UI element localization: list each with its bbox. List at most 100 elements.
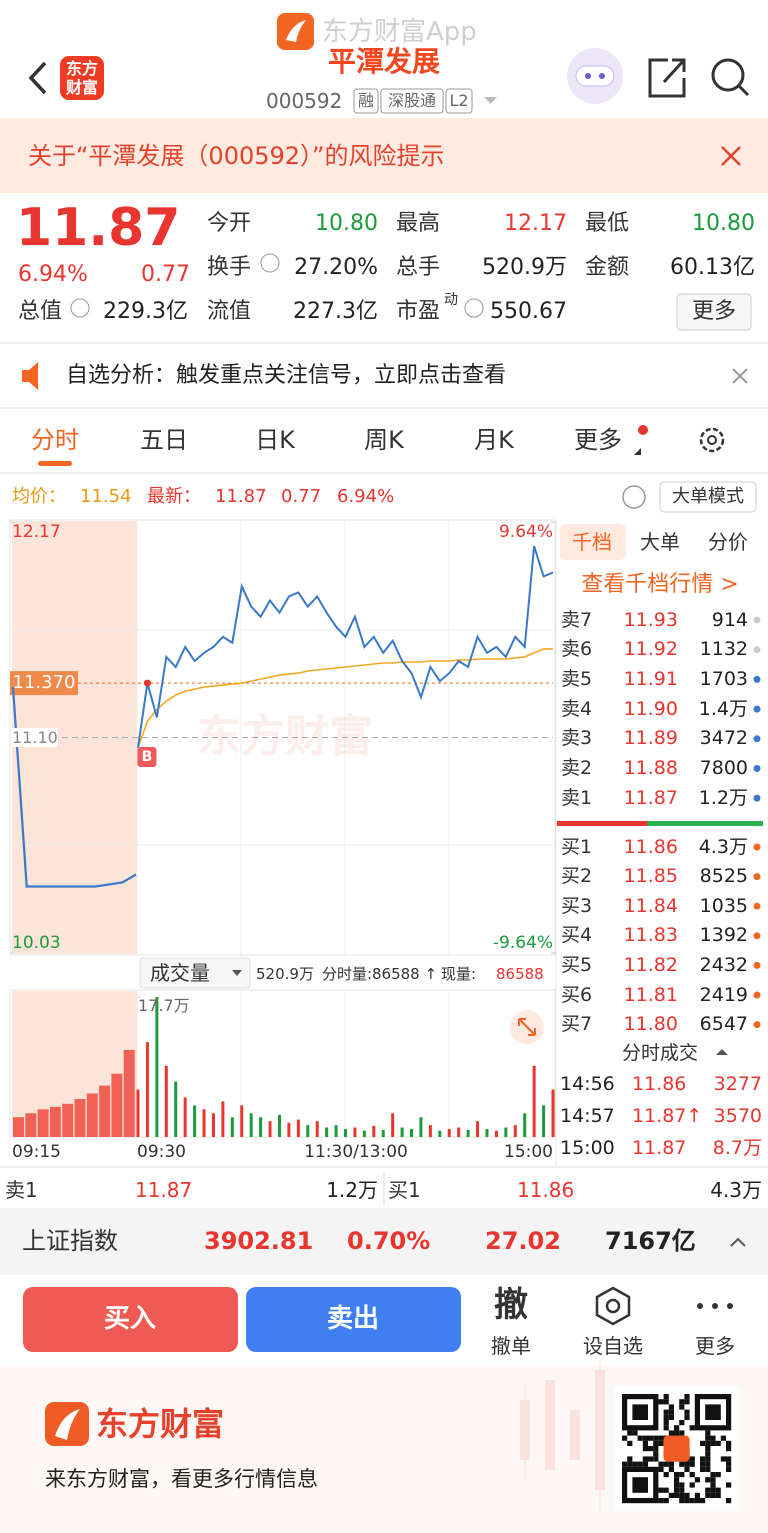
more-dot[interactable] (712, 1303, 718, 1309)
field-value: 229.3亿 (103, 298, 188, 324)
index-turnover: 7167亿 (605, 1226, 696, 1255)
sell-button[interactable] (246, 1287, 461, 1352)
buy-button[interactable] (23, 1287, 238, 1352)
book-label: 卖3 (561, 727, 593, 750)
qr-module (648, 1446, 654, 1452)
qr-module (637, 1435, 643, 1441)
index-change-pct: 0.70% (347, 1226, 431, 1255)
qr-module (705, 1487, 711, 1493)
x-tick-label: 09:30 (137, 1141, 186, 1162)
mode-button[interactable] (659, 481, 757, 513)
qr-module (642, 1456, 648, 1462)
info-icon[interactable] (70, 298, 90, 318)
book-label: 卖4 (561, 697, 593, 720)
watchlist-icon[interactable] (595, 1286, 631, 1326)
book-link[interactable]: 查看千档行情 > (581, 571, 739, 597)
level1-label: 买1 (388, 1178, 421, 1202)
more-dot[interactable] (697, 1303, 703, 1309)
back-button[interactable] (28, 61, 47, 95)
tag-box (380, 88, 444, 114)
qr-module (705, 1492, 711, 1498)
qr-module (710, 1440, 716, 1446)
book-tab[interactable]: 千档 (572, 530, 612, 554)
volume-bar (457, 1127, 461, 1137)
more-button-text[interactable]: 更多 (691, 298, 737, 324)
book-price: 11.91 (623, 668, 678, 690)
tab[interactable]: 五日 (140, 425, 188, 454)
qr-module (663, 1425, 669, 1431)
volume-bar (174, 1081, 178, 1137)
collapse-arrow[interactable] (716, 1049, 728, 1055)
qr-finder (621, 1466, 659, 1504)
tab[interactable]: 月K (474, 425, 514, 454)
tag: 融 (357, 91, 375, 111)
book-price: 11.93 (623, 608, 678, 631)
qr-module (710, 1472, 716, 1478)
book-volume: 1703 (699, 668, 748, 690)
tab[interactable]: 周K (364, 425, 404, 454)
volume-selector[interactable] (139, 957, 251, 989)
book-tab[interactable]: 大单 (640, 530, 680, 554)
field-value: 227.3亿 (293, 298, 378, 324)
book-volume: 1.4万 (698, 697, 748, 720)
field-label: 今开 (207, 210, 252, 236)
buy-label[interactable]: 买入 (103, 1304, 157, 1335)
sell-label[interactable]: 卖出 (326, 1304, 380, 1335)
mode-button-text[interactable]: 大单模式 (672, 486, 744, 508)
volume-bar (447, 1129, 451, 1137)
book-dot (753, 991, 761, 999)
tab[interactable]: 更多 (574, 425, 622, 454)
info-icon[interactable] (260, 253, 280, 273)
volume-bar (353, 1127, 357, 1137)
qr-module (653, 1456, 659, 1462)
tab-more-arrow (634, 448, 641, 455)
tag: 深股通 (387, 91, 437, 111)
tag-box (353, 88, 379, 114)
summary-avg: 11.54 (80, 486, 132, 508)
info-icon[interactable] (464, 298, 484, 318)
search-icon[interactable] (711, 58, 745, 92)
volume-bar (504, 1127, 508, 1137)
expand-index[interactable] (730, 1237, 746, 1247)
more-button[interactable] (676, 293, 752, 331)
alert-close[interactable] (732, 368, 748, 384)
watchlist-label[interactable]: 设自选 (583, 1334, 643, 1358)
field-label: 流值 (207, 298, 252, 324)
qr-module (627, 1456, 633, 1462)
share-icon[interactable] (648, 58, 686, 98)
book-volume: 914 (711, 608, 748, 631)
qr-module (705, 1466, 711, 1472)
book-price: 11.85 (623, 865, 678, 888)
qr-module (663, 1409, 669, 1415)
y2-tick-label: 9.64% (498, 521, 553, 542)
notice-text[interactable]: 关于“平潭发展（000592）”的风险提示 (28, 141, 445, 170)
volume-bar (145, 1042, 149, 1137)
more-dot[interactable] (727, 1303, 733, 1309)
book-volume: 6547 (699, 1013, 748, 1036)
qr-module (627, 1440, 633, 1446)
volume-bar (193, 1105, 197, 1137)
tab[interactable]: 日K (255, 425, 295, 454)
settings-icon[interactable] (699, 427, 725, 453)
more-label[interactable]: 更多 (695, 1334, 735, 1358)
price: 11.87 (16, 197, 181, 258)
volume-frame (9, 989, 556, 1138)
help-icon[interactable] (622, 485, 646, 509)
volume-bar (230, 1117, 234, 1137)
volume-selector-text[interactable]: 成交量 (150, 961, 210, 985)
qr-module (726, 1482, 732, 1488)
tab[interactable]: 分时 (31, 425, 79, 454)
volume-bar (37, 1109, 49, 1137)
book-tab[interactable]: 分价 (708, 530, 748, 554)
field-label: 最低 (585, 210, 630, 236)
cancel-icon[interactable]: 撤 (494, 1284, 528, 1325)
search-icon-handle (737, 84, 750, 97)
dropdown-arrow[interactable] (484, 97, 497, 104)
notice-close[interactable] (721, 146, 741, 166)
volume-bar (211, 1113, 215, 1137)
cancel-label[interactable]: 撤单 (491, 1334, 531, 1358)
alert-text[interactable]: 自选分析：触发重点关注信号，立即点击查看 (66, 362, 507, 388)
qr-module (658, 1399, 664, 1405)
active-tab-bg (560, 524, 626, 560)
qr-module (694, 1492, 700, 1498)
